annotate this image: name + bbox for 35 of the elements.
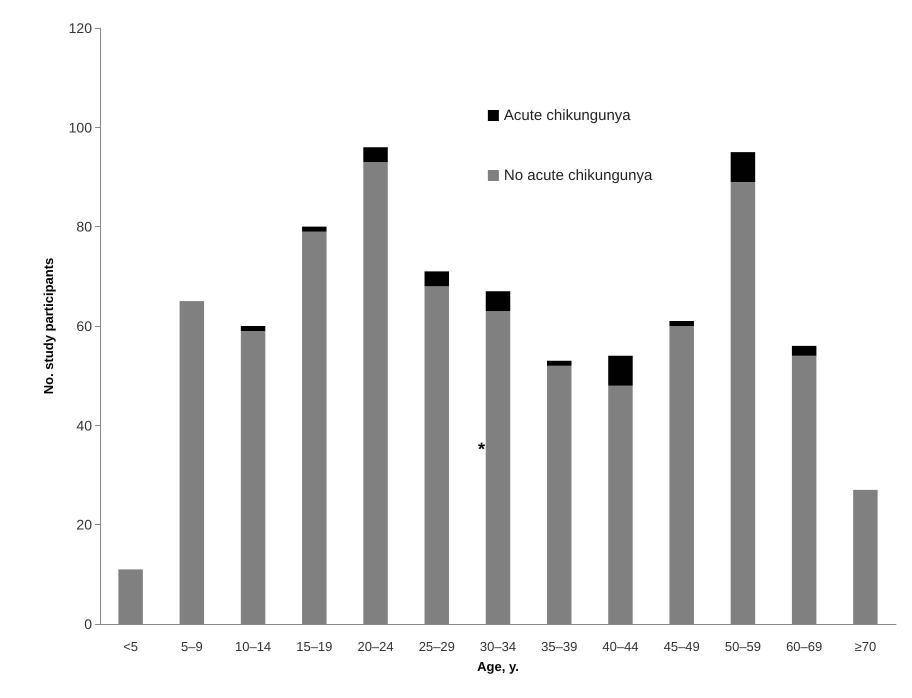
bar — [730, 152, 756, 182]
y-tick-label: 120 — [68, 20, 92, 36]
x-tick-label: 25–29 — [418, 639, 455, 654]
bar — [608, 356, 633, 386]
x-tick-label: 15–19 — [296, 639, 332, 654]
x-tick-label: 5–9 — [180, 639, 203, 654]
y-tick-label: 0 — [84, 616, 92, 632]
bar — [424, 271, 450, 286]
y-tick-label: 20 — [76, 516, 92, 533]
y-tick-label: 80 — [76, 218, 92, 235]
bar — [792, 346, 816, 356]
x-tick-label: <5 — [123, 639, 138, 654]
legend-label: No acute chikungunya — [504, 167, 653, 184]
x-tick-label: 10–14 — [235, 639, 272, 654]
x-tick-label: ≥70 — [854, 639, 876, 654]
bar — [363, 147, 388, 162]
x-tick-label: 45–49 — [664, 639, 700, 654]
y-tick-label: 60 — [76, 318, 92, 334]
annotation: * — [478, 439, 486, 459]
x-tick-label: 40–44 — [602, 639, 639, 654]
bar — [546, 360, 572, 366]
y-tick-label: 40 — [76, 417, 92, 434]
legend-label: Acute chikungunya — [504, 107, 632, 124]
y-tick-label: 100 — [68, 119, 92, 136]
y-axis-title: No. study participants — [41, 258, 56, 394]
x-tick-label: 30–34 — [480, 639, 516, 654]
bar — [302, 226, 327, 232]
bar — [240, 326, 266, 331]
x-axis-title: Age, y. — [477, 659, 519, 674]
bar — [486, 291, 510, 312]
x-tick-label: 60–69 — [786, 639, 822, 654]
x-tick-label: 20–24 — [357, 639, 394, 654]
bar — [669, 321, 694, 326]
x-tick-label: 50–59 — [724, 639, 761, 654]
x-tick-label: 35–39 — [541, 639, 578, 654]
